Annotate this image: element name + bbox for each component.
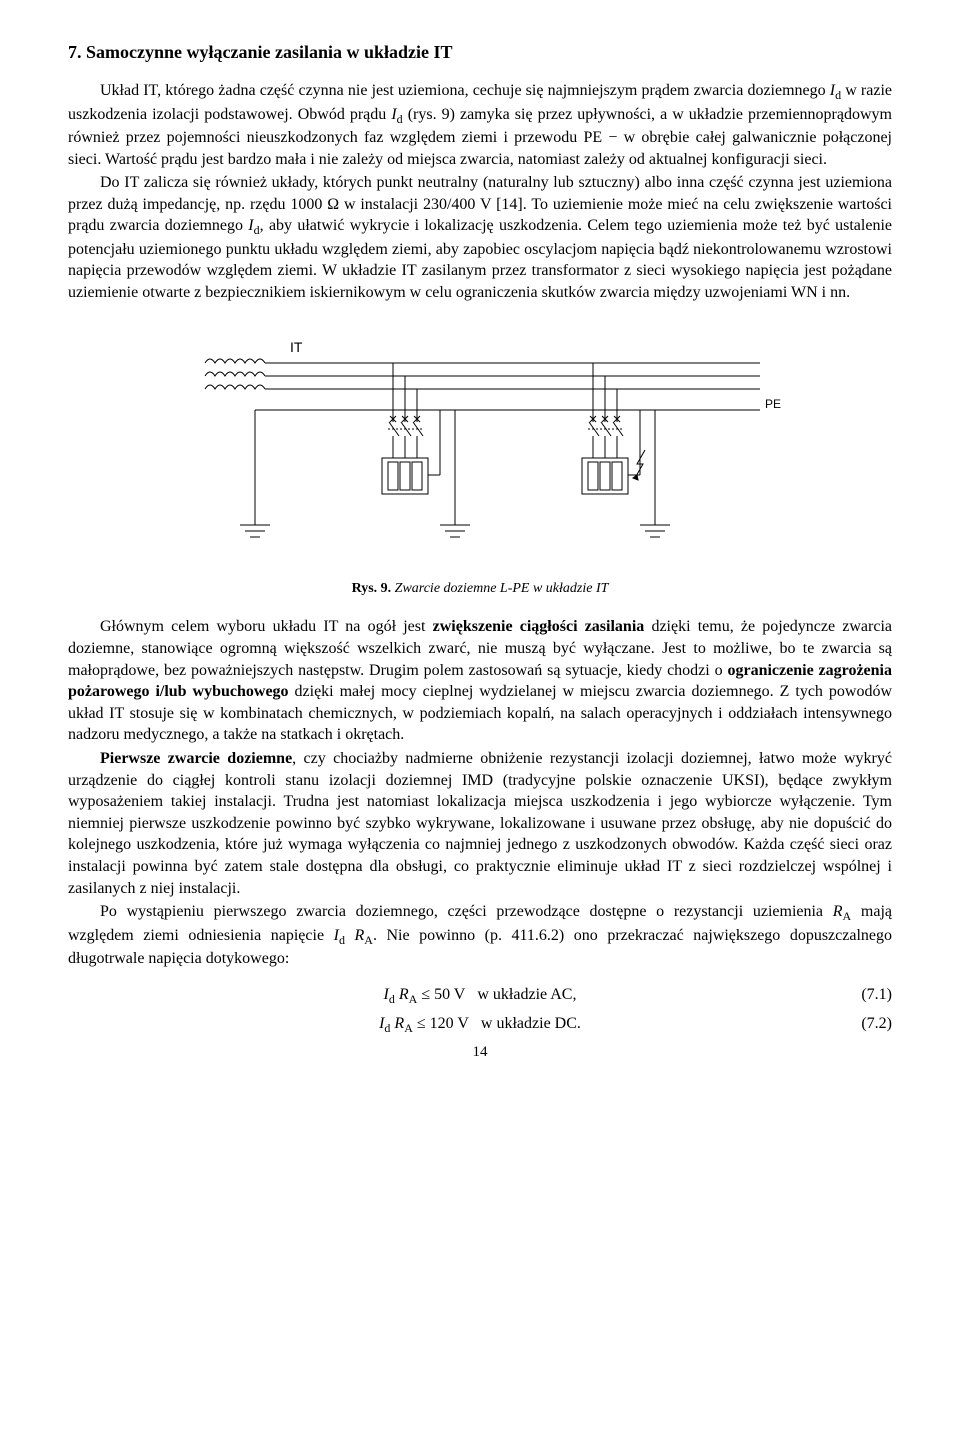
p4-a: , czy chociażby nadmierne obniżenie rezy… [68, 750, 892, 897]
p4-bold: Pierwsze zwarcie doziemne [100, 750, 292, 767]
paragraph-3: Głównym celem wyboru układu IT na ogół j… [68, 616, 892, 746]
diagram-PE-label: PE [765, 397, 781, 411]
p3-a: Głównym celem wyboru układu IT na ogół j… [100, 618, 433, 635]
section-heading: 7. Samoczynne wyłączanie zasilania w ukł… [68, 40, 892, 64]
eq-7-2-number: (7.2) [861, 1013, 892, 1035]
figure-caption-text: Zwarcie doziemne L-PE w układzie IT [391, 581, 608, 596]
paragraph-5: Po wystąpieniu pierwszego zwarcia doziem… [68, 901, 892, 969]
page-number: 14 [68, 1042, 892, 1062]
equation-7-1: Id RA ≤ 50 V w układzie AC, (7.1) [68, 984, 892, 1007]
it-circuit-diagram: IT PE [170, 330, 790, 560]
paragraph-1: Układ IT, którego żadna część czynna nie… [68, 80, 892, 170]
figure-9: IT PE Rys. 9. Zwarcie doziemne L-PE w uk… [68, 330, 892, 599]
diagram-IT-label: IT [290, 339, 303, 355]
eq-7-1-number: (7.1) [861, 984, 892, 1006]
figure-caption-prefix: Rys. 9. [352, 581, 392, 596]
paragraph-4: Pierwsze zwarcie doziemne, czy chociażby… [68, 748, 892, 899]
equation-7-2: Id RA ≤ 120 V w układzie DC. (7.2) [68, 1013, 892, 1036]
paragraph-2: Do IT zalicza się również układy, któryc… [68, 172, 892, 303]
p3-bold1: zwiększenie ciągłości zasilania [433, 618, 645, 635]
figure-9-caption: Rys. 9. Zwarcie doziemne L-PE w układzie… [68, 580, 892, 599]
